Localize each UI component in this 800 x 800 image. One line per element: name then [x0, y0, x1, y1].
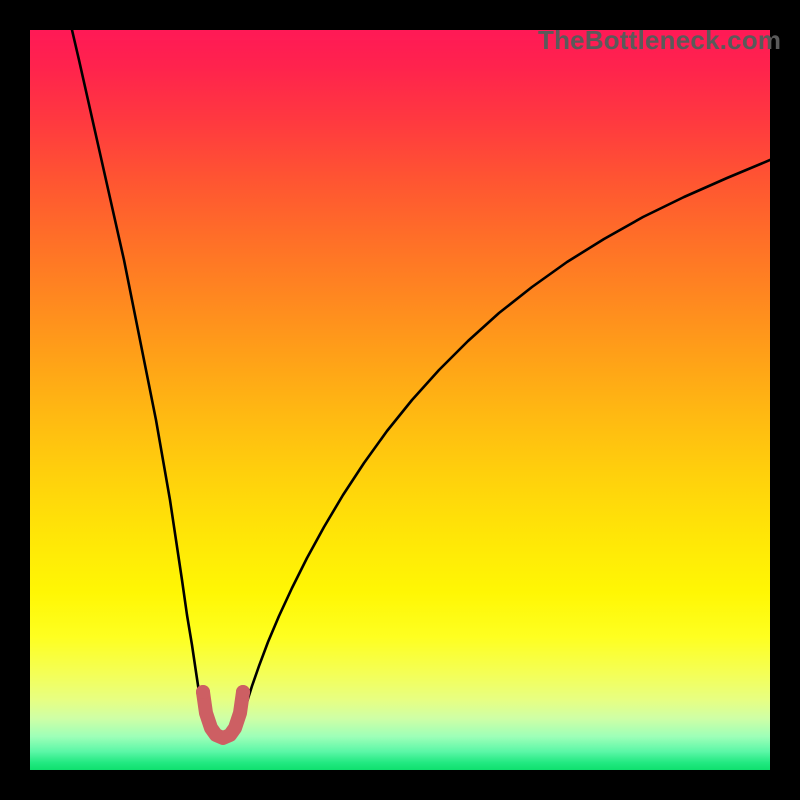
curve-left-branch	[72, 30, 203, 716]
watermark-text: TheBottleneck.com	[538, 25, 781, 56]
valley-end-dot	[236, 685, 250, 699]
curve-right-branch	[243, 160, 770, 716]
curve-valley	[203, 692, 243, 738]
curve-layer	[0, 0, 800, 800]
valley-end-dot	[196, 685, 210, 699]
